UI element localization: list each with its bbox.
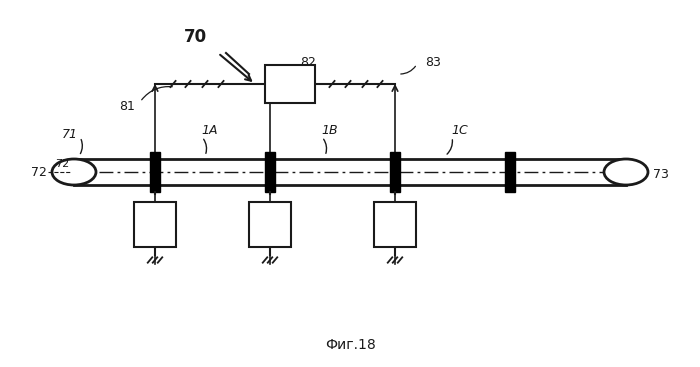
- Text: 1C: 1C: [452, 124, 468, 137]
- Text: 73: 73: [653, 167, 669, 181]
- Text: 83: 83: [425, 55, 441, 69]
- Text: 84: 84: [281, 76, 300, 91]
- Text: 74: 74: [146, 218, 164, 232]
- Bar: [374, 202, 416, 247]
- Bar: [265, 65, 315, 103]
- Ellipse shape: [605, 160, 648, 185]
- Bar: [134, 202, 176, 247]
- Bar: [505, 152, 515, 192]
- Text: 78: 78: [386, 218, 404, 232]
- Text: 72: 72: [31, 166, 47, 178]
- Bar: [150, 152, 160, 192]
- Text: 71: 71: [62, 127, 78, 141]
- Text: 82: 82: [300, 55, 316, 69]
- Text: 70: 70: [183, 28, 206, 46]
- Ellipse shape: [52, 160, 95, 185]
- Bar: [249, 202, 291, 247]
- Bar: [265, 152, 275, 192]
- Text: 72: 72: [55, 159, 69, 169]
- Bar: [390, 152, 400, 192]
- Text: 81: 81: [119, 99, 135, 113]
- Text: Фиг.18: Фиг.18: [325, 338, 375, 352]
- Text: 1B: 1B: [322, 124, 338, 137]
- Text: 76: 76: [261, 218, 279, 232]
- Text: 1A: 1A: [202, 124, 218, 137]
